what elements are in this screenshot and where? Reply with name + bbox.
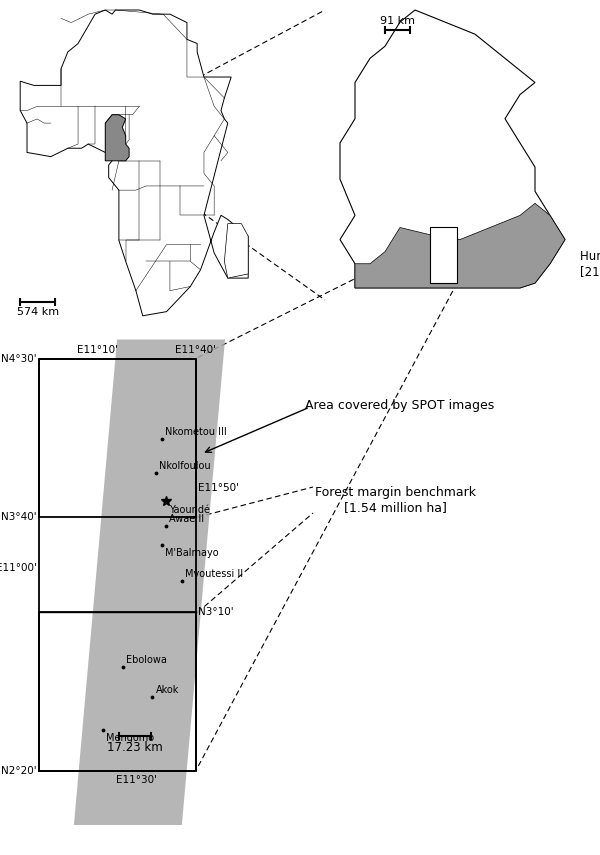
Text: Nkolfoulou: Nkolfoulou <box>160 461 211 471</box>
Text: N3°40': N3°40' <box>1 512 37 522</box>
Text: Ebolowa: Ebolowa <box>126 655 167 665</box>
Text: E11°00': E11°00' <box>0 563 37 573</box>
Polygon shape <box>74 339 225 825</box>
Text: Awae II: Awae II <box>169 514 204 524</box>
Text: E11°30': E11°30' <box>116 775 157 785</box>
Text: Forest margin benchmark
[1.54 million ha]: Forest margin benchmark [1.54 million ha… <box>315 486 476 514</box>
Text: Mvoutessi II: Mvoutessi II <box>185 569 243 580</box>
Text: Nkometou III: Nkometou III <box>165 427 227 437</box>
Text: 17.23 km: 17.23 km <box>107 740 163 753</box>
Text: E11°40': E11°40' <box>175 345 216 355</box>
Text: 91 km: 91 km <box>380 16 415 26</box>
Text: N3°10': N3°10' <box>197 607 233 617</box>
Text: E11°10': E11°10' <box>77 345 118 355</box>
Text: Yaoundé: Yaoundé <box>169 505 210 516</box>
Polygon shape <box>20 10 248 315</box>
Text: E11°50': E11°50' <box>197 483 239 493</box>
Text: N4°30': N4°30' <box>1 354 37 363</box>
Text: Akok: Akok <box>157 686 180 695</box>
Text: Area covered by SPOT images: Area covered by SPOT images <box>305 398 494 411</box>
Polygon shape <box>355 203 565 288</box>
Text: M'Balmayo: M'Balmayo <box>165 548 219 558</box>
Polygon shape <box>105 115 129 161</box>
Polygon shape <box>340 10 565 288</box>
Text: Mengomo: Mengomo <box>106 733 154 743</box>
Polygon shape <box>224 224 248 278</box>
Text: 574 km: 574 km <box>17 307 59 317</box>
Text: N2°20': N2°20' <box>1 766 37 776</box>
Text: Humid Forest Zone
[21.7 million ha]: Humid Forest Zone [21.7 million ha] <box>580 250 600 278</box>
Polygon shape <box>430 227 457 283</box>
